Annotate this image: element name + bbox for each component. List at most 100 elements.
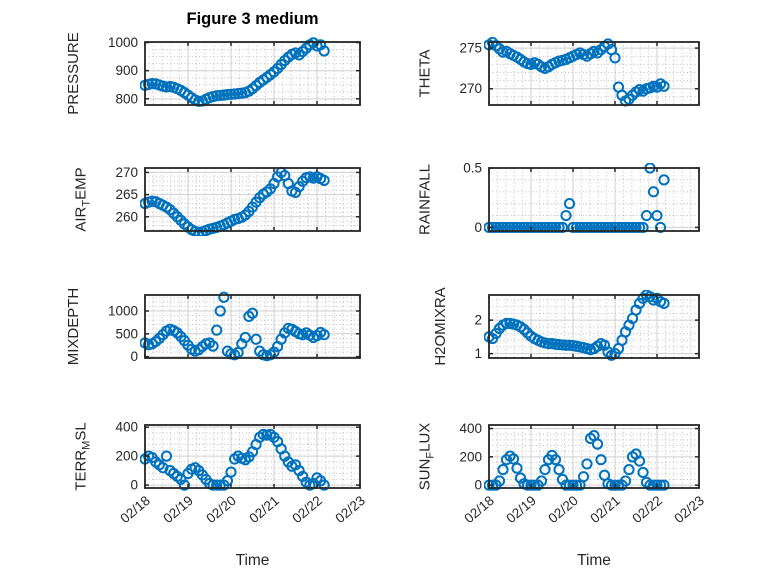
data-point [225, 466, 237, 478]
tick-marks [488, 295, 700, 358]
y-axis-label-mixdepth: MIXDEPTH [65, 288, 82, 366]
data-point [591, 221, 604, 234]
data-point [602, 38, 614, 50]
data-point [514, 472, 527, 484]
data-point [500, 221, 513, 234]
y-tick-label: 260 [115, 209, 138, 224]
data-point [560, 339, 572, 351]
subplot-mixdepth: 0 500 1000 MIXDEPTH [65, 288, 361, 366]
data-point [193, 95, 205, 107]
data-point [605, 479, 618, 491]
data-point [507, 453, 520, 465]
plot-area [489, 168, 699, 231]
y-tick-label: 0 [130, 478, 138, 493]
tick-marks [144, 168, 361, 231]
data-point [563, 198, 576, 210]
data-point [246, 307, 259, 319]
data-point [609, 479, 621, 491]
data-point [511, 462, 523, 474]
series-air-temp [140, 166, 330, 236]
data-point [658, 80, 670, 92]
data-point [318, 329, 330, 341]
data-point [598, 221, 611, 234]
data-point [567, 479, 579, 491]
tick-marks [488, 425, 700, 488]
tick-marks [144, 41, 361, 105]
data-point [542, 221, 555, 234]
data-point [250, 333, 262, 345]
data-point [214, 305, 226, 317]
data-point [549, 221, 562, 234]
data-point [528, 221, 541, 234]
data-point [658, 174, 670, 186]
data-point [535, 221, 548, 234]
data-point [623, 463, 635, 476]
data-point [318, 479, 330, 491]
data-point [609, 221, 621, 234]
subplot-h2omixra: 1 2 H2OMIXRA [432, 287, 700, 366]
y-tick-label: 0 [130, 349, 138, 364]
data-point [560, 209, 572, 222]
y-tick-label: 270 [459, 81, 482, 96]
y-tick-label: 270 [115, 165, 138, 180]
data-point [654, 221, 667, 234]
data-point [497, 221, 509, 234]
y-tick-label: 200 [115, 449, 138, 464]
data-point [651, 209, 663, 222]
y-tick-label: 200 [459, 449, 482, 464]
subplot-pressure: 800 900 1000 PRESSURE [65, 32, 361, 115]
data-point [218, 291, 230, 303]
major-grid [489, 425, 699, 488]
axes-box [144, 294, 361, 359]
data-point [239, 331, 251, 344]
y-axis-label-h2omixra: H2OMIXRA [432, 287, 449, 365]
data-point [211, 90, 223, 102]
data-point [518, 221, 530, 234]
data-point [486, 221, 499, 234]
series-terr-msl [140, 428, 330, 491]
data-point [539, 221, 551, 234]
data-point [160, 450, 173, 462]
data-point [567, 221, 579, 234]
subplot-air-temp: 260 265 270 AIRTEMP [73, 165, 361, 236]
data-point [211, 324, 223, 336]
data-point [511, 221, 523, 234]
data-point [525, 479, 537, 491]
series-rainfall [484, 163, 670, 234]
data-point [521, 221, 534, 234]
series-theta [484, 37, 670, 107]
y-tick-label: 0 [474, 478, 482, 493]
data-point [570, 221, 583, 234]
tick-marks [488, 42, 700, 105]
data-point [493, 475, 506, 487]
data-point [658, 297, 670, 309]
data-point [318, 174, 330, 187]
axes-box [488, 294, 700, 359]
figure-title: Figure 3 medium [186, 10, 319, 28]
data-point [644, 479, 656, 491]
axes-box [488, 41, 700, 106]
y-tick-label: 1000 [108, 35, 138, 50]
y-tick-label: 275 [459, 41, 482, 56]
tick-marks [144, 425, 361, 488]
data-point [539, 463, 551, 476]
x-tick-label: 02/23 [332, 493, 368, 526]
data-point [546, 221, 558, 234]
data-point [647, 186, 660, 198]
y-tick-label: 2 [474, 313, 482, 328]
major-grid [145, 168, 360, 231]
data-point [549, 454, 562, 466]
y-tick-label: 500 [115, 326, 138, 341]
data-point [211, 479, 223, 491]
data-point [630, 221, 642, 234]
data-point [654, 479, 667, 491]
data-point [602, 221, 614, 234]
data-point [553, 463, 565, 476]
y-tick-label: 265 [115, 187, 138, 202]
subplot-rainfall: 0 0.5 RAINFALL [417, 161, 700, 235]
x-tick-label: 02/19 [160, 493, 196, 526]
subplot-theta: 270 275 THETA [417, 37, 700, 107]
data-point [514, 221, 527, 234]
data-point [560, 479, 572, 491]
data-point [595, 454, 607, 466]
